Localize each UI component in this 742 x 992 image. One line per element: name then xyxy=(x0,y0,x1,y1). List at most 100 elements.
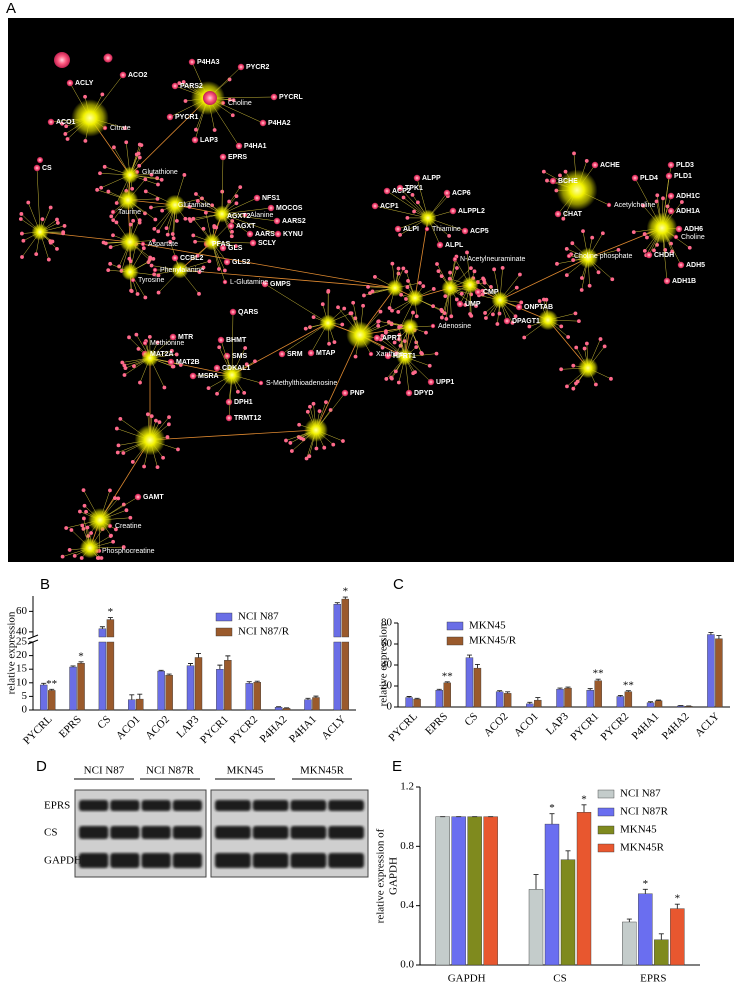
network-hub xyxy=(556,169,598,211)
network-label: CDKAL1 xyxy=(222,365,250,372)
bar xyxy=(654,700,663,708)
bar xyxy=(77,663,85,711)
network-node xyxy=(143,295,148,300)
network-node xyxy=(571,258,576,262)
error-bar xyxy=(166,673,172,676)
network-node xyxy=(152,267,158,273)
significance-label: ** xyxy=(593,668,604,680)
network-node xyxy=(389,375,394,380)
error-bar xyxy=(254,680,260,683)
bar xyxy=(526,703,534,708)
network-node xyxy=(424,330,428,335)
bar xyxy=(586,690,594,708)
bar xyxy=(556,688,564,708)
network-node xyxy=(406,278,410,283)
network-label: ONPTAB xyxy=(524,304,553,311)
network-node xyxy=(187,204,192,209)
network-node xyxy=(60,554,65,559)
network-hub xyxy=(577,247,599,269)
network-node xyxy=(227,222,235,230)
axis-break xyxy=(27,639,39,645)
network-node xyxy=(610,277,615,282)
error-bar xyxy=(656,699,662,701)
network-node xyxy=(414,345,419,350)
network-node xyxy=(308,325,312,330)
network-hub xyxy=(441,279,459,297)
network-node xyxy=(242,212,248,218)
network-label: ADH6 xyxy=(684,226,703,233)
blot-band xyxy=(141,826,171,839)
network-node xyxy=(380,333,385,338)
blot-band xyxy=(215,800,251,811)
network-label: TPK1 xyxy=(405,185,423,192)
network-node xyxy=(201,265,206,270)
network-node xyxy=(396,310,401,314)
error-bar xyxy=(225,655,231,661)
network-node xyxy=(596,270,601,275)
network-hub xyxy=(121,263,139,281)
network-node xyxy=(142,464,146,469)
network-node xyxy=(61,230,66,234)
network-node xyxy=(134,332,139,337)
network-node xyxy=(178,363,183,367)
network-node xyxy=(157,420,162,424)
network-node xyxy=(580,276,584,280)
network-node xyxy=(572,151,576,156)
error-bar xyxy=(313,695,319,698)
network-node xyxy=(244,362,249,367)
network-node xyxy=(48,240,53,245)
bar xyxy=(624,691,633,708)
network-node xyxy=(366,284,370,289)
network-node xyxy=(114,201,119,205)
bar xyxy=(528,889,544,966)
bar xyxy=(186,665,195,711)
network-node xyxy=(561,216,566,221)
legend-label: NCI N87R xyxy=(620,806,669,818)
network-edge xyxy=(374,205,429,219)
network-label: Alanine xyxy=(250,212,273,219)
network-hub xyxy=(386,279,404,297)
network-edge xyxy=(281,322,329,355)
significance-label: * xyxy=(675,893,681,905)
network-node xyxy=(609,376,613,381)
error-bar xyxy=(436,688,442,691)
network-label: CCBL2 xyxy=(180,255,203,262)
significance-label: * xyxy=(78,650,84,662)
network-label: Phenylalanine xyxy=(160,267,204,274)
network-node xyxy=(227,77,232,82)
network-node xyxy=(667,192,675,200)
network-node xyxy=(201,226,206,231)
error-bar xyxy=(716,635,722,639)
network-node xyxy=(127,256,132,261)
network-node xyxy=(384,377,389,381)
network-node xyxy=(67,548,72,552)
network-node xyxy=(652,248,656,253)
network-label: MAT2A xyxy=(150,351,174,358)
x-tick-label: LAP3 xyxy=(544,710,571,737)
network-node xyxy=(156,182,160,187)
network-hub xyxy=(31,223,49,241)
network-node xyxy=(33,164,41,172)
bar xyxy=(616,696,625,708)
network-node xyxy=(149,205,153,210)
x-tick-label: PYCR2 xyxy=(227,713,260,746)
network-node xyxy=(167,358,175,366)
network-node xyxy=(405,389,413,397)
network-node xyxy=(169,348,174,353)
network-node xyxy=(411,310,415,315)
blot-band xyxy=(79,800,109,811)
network-node xyxy=(537,299,542,303)
error-bar xyxy=(284,707,290,709)
x-tick-label: PYCRL xyxy=(386,710,420,744)
legend-swatch xyxy=(446,621,464,631)
network-node xyxy=(213,364,221,372)
network-node xyxy=(83,94,87,99)
network-node xyxy=(600,231,605,236)
network-node xyxy=(99,556,104,560)
network-edge xyxy=(179,269,396,289)
network-label: HPRT1 xyxy=(393,353,416,360)
error-bar xyxy=(535,697,541,701)
network-label: Choline phosphate xyxy=(574,253,632,260)
network-node xyxy=(447,234,452,238)
network-node xyxy=(515,303,523,311)
